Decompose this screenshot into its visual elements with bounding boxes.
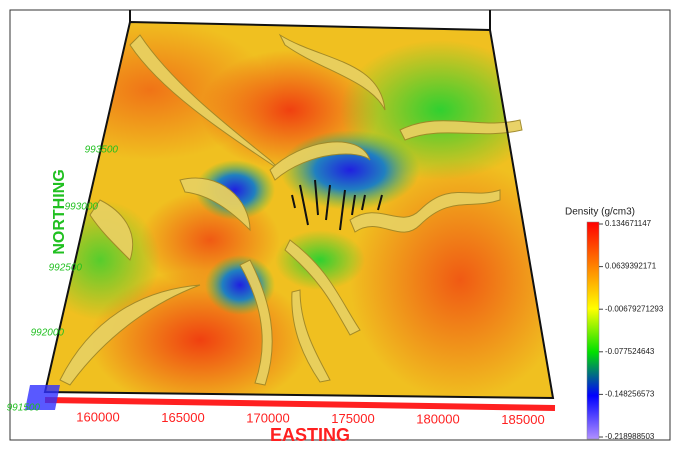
northing-tick-label: 993000	[65, 202, 99, 213]
colorbar-tick-label: 0.0639392171	[605, 262, 657, 271]
colorbar-tick-label: -0.148256573	[605, 390, 655, 399]
colorbar-title: Density (g/cm3)	[565, 207, 635, 218]
colorbar-tick-label: -0.077524643	[605, 347, 655, 356]
colorbar	[587, 222, 599, 439]
northing-tick-label: 992000	[31, 328, 65, 339]
northing-tick-label: 992500	[49, 263, 83, 274]
scene: EASTING NORTHING Density (g/cm3) 1600001…	[0, 0, 681, 451]
easting-tick-label: 165000	[161, 410, 204, 425]
colorbar-tick-label: -0.218988503	[605, 432, 655, 441]
colorbar-tick-label: 0.134671147	[605, 219, 652, 228]
easting-axis	[45, 400, 555, 408]
easting-label: EASTING	[270, 425, 350, 445]
easting-tick-label: 175000	[331, 411, 374, 426]
northing-tick-label: 993500	[85, 145, 119, 156]
easting-tick-label: 160000	[76, 409, 119, 424]
easting-tick-label: 185000	[501, 412, 544, 427]
easting-tick-label: 170000	[246, 410, 289, 425]
easting-tick-label: 180000	[416, 411, 459, 426]
viewer: EASTING NORTHING Density (g/cm3) 1600001…	[0, 0, 681, 451]
northing-tick-label: 991500	[7, 403, 41, 414]
colorbar-tick-label: -0.00679271293	[605, 304, 664, 313]
